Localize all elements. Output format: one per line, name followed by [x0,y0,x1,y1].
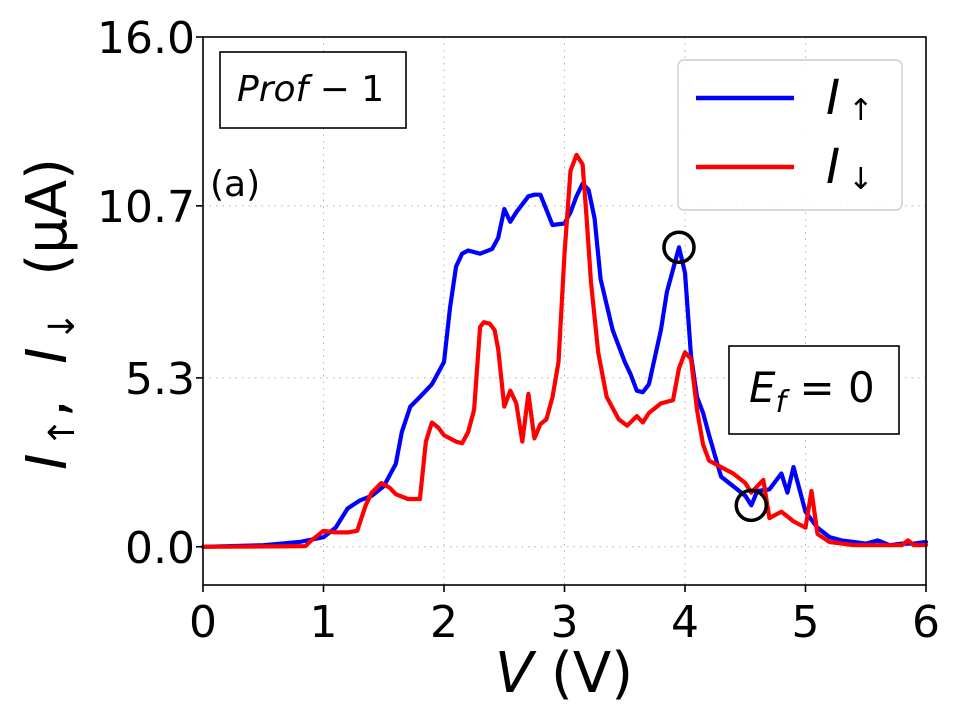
panel-label: (a) [210,164,260,205]
x-tick-label: 5 [792,597,820,648]
x-axis-unit: (V) [533,641,633,706]
fermi-value: = 0 [786,363,875,412]
legend-label-spin-down: I [826,139,840,195]
profile-name: Prof [237,69,314,110]
series-layer [200,152,929,549]
y-label-current-2: I [15,347,80,364]
fermi-symbol: E [749,363,776,412]
profile-index: − 1 [308,69,384,110]
x-axis-label: V (V) [495,641,633,706]
svg-text:Ef = 0: Ef = 0 [749,363,875,420]
tick-layer: 0 1 2 3 4 5 6 0.0 5.3 10.7 16.0 [97,13,940,648]
y-tick-label: 10.7 [97,182,195,233]
y-label-arrow-down: ↓ [42,311,83,341]
x-tick-label: 6 [912,597,940,648]
svg-text:Prof − 1: Prof − 1 [237,69,384,110]
x-tick-label: 3 [551,597,579,648]
profile-box [219,51,407,129]
profile-annotation: Prof − 1 [219,51,407,129]
series-line-i-down [200,152,929,549]
y-tick-label: 5.3 [125,354,195,405]
y-axis-label: I ↑, I ↓ (μA) [15,158,83,470]
highlight-circle-marker [734,488,769,523]
y-tick-label: 16.0 [97,13,195,64]
y-label-unit: (μA) [15,158,80,311]
legend: I ↑ I ↓ [677,59,903,211]
y-label-separator: , [15,364,80,417]
x-tick-label: 0 [189,597,217,648]
x-axis-variable: V [495,641,537,706]
y-tick-label: 0.0 [125,523,195,574]
svg-text:I↓: I ↓ [826,139,873,197]
x-tick-label: 4 [671,597,699,648]
x-tick-label: 1 [310,597,338,648]
y-label-arrow-up: ↑ [42,417,83,447]
svg-text:I↑: I ↑ [826,70,873,128]
legend-arrow-up: ↑ [848,93,873,128]
legend-arrow-down: ↓ [848,162,873,197]
series-line-i-up [200,181,929,549]
x-tick-label: 2 [430,597,458,648]
legend-label-spin-up: I [826,70,840,126]
fermi-box [728,345,900,435]
y-label-current: I [15,453,80,470]
highlight-circle-marker [662,230,696,265]
marker-layer [662,230,769,523]
fermi-annotation: Ef = 0 [728,345,900,435]
